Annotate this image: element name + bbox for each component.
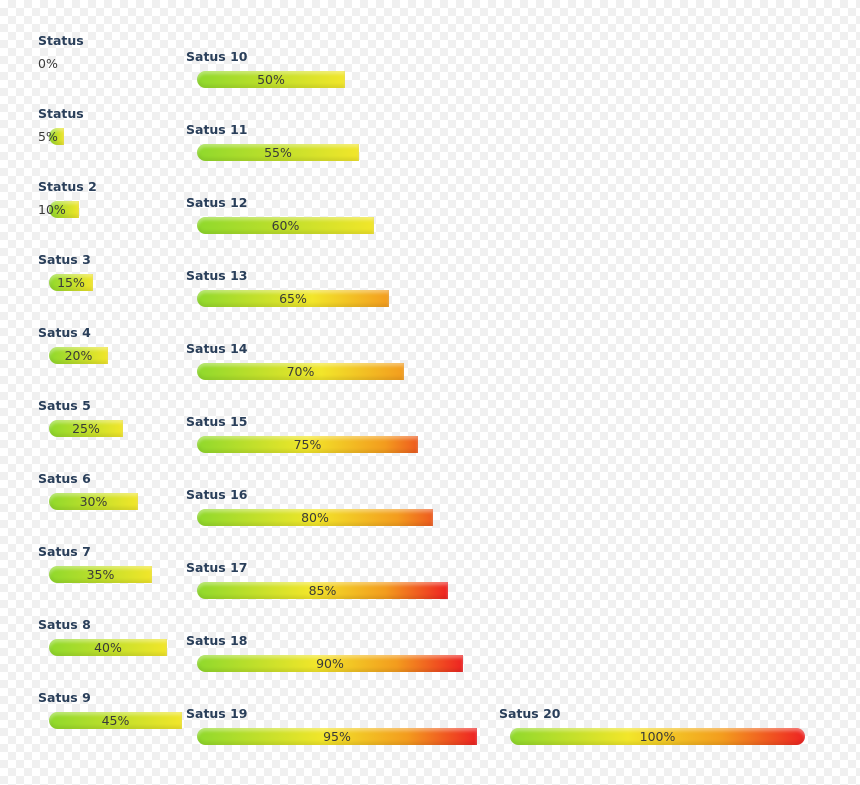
progress-bar-fill <box>197 655 463 672</box>
status-label: Status <box>38 33 84 48</box>
progress-bar-fill <box>49 347 108 364</box>
status-label: Status <box>38 106 84 121</box>
progress-value-text: 55% <box>264 145 292 160</box>
status-label: Satus 15 <box>186 414 248 429</box>
progress-value-text: 60% <box>271 218 300 233</box>
status-label: Satus 13 <box>186 268 248 283</box>
progress-value-text: 5% <box>38 129 58 144</box>
progress-value-text: 20% <box>64 348 93 363</box>
progress-value-text: 45% <box>101 713 130 728</box>
status-label: Satus 4 <box>38 325 91 340</box>
progress-bar-fill <box>510 728 805 745</box>
status-label: Satus 11 <box>186 122 248 137</box>
progress-value-text: 80% <box>301 510 329 525</box>
progress-bar-fill <box>49 712 182 729</box>
progress-value-text: 65% <box>279 291 307 306</box>
progress-bar-fill <box>197 217 374 234</box>
progress-value-text: 40% <box>94 640 122 655</box>
progress-value-text: 50% <box>257 72 285 87</box>
progress-bar-fill <box>49 128 64 145</box>
progress-value-text: 75% <box>293 437 322 452</box>
progress-value-text: 70% <box>286 364 315 379</box>
progress-value-text: 0% <box>38 56 58 71</box>
progress-bar-fill <box>197 728 477 745</box>
progress-bar-fill <box>197 582 448 599</box>
status-label: Satus 8 <box>38 617 91 632</box>
status-label: Satus 19 <box>186 706 248 721</box>
status-label: Satus 16 <box>186 487 248 502</box>
status-label: Satus 14 <box>186 341 248 356</box>
progress-bar-fill <box>197 144 359 161</box>
progress-value-text: 85% <box>308 583 337 598</box>
progress-bar-fill <box>197 290 389 307</box>
status-label: Satus 20 <box>499 706 561 721</box>
status-label: Satus 5 <box>38 398 91 413</box>
progress-bar-fill <box>49 566 152 583</box>
progress-value-text: 90% <box>316 656 344 671</box>
progress-value-text: 100% <box>639 729 676 744</box>
progress-value-text: 25% <box>72 421 100 436</box>
status-label: Satus 9 <box>38 690 91 705</box>
progress-bar-fill <box>197 509 433 526</box>
status-label: Satus 3 <box>38 252 91 267</box>
status-label: Status 2 <box>38 179 97 194</box>
progress-bar-fill <box>49 420 123 437</box>
progress-value-text: 95% <box>323 729 351 744</box>
status-label: Satus 7 <box>38 544 91 559</box>
progress-bar-fill <box>49 639 167 656</box>
status-label: Satus 10 <box>186 49 248 64</box>
progress-bar-fill <box>197 436 418 453</box>
progress-bar-fill <box>197 71 345 88</box>
progress-bar-fill <box>49 493 138 510</box>
progress-value-text: 35% <box>86 567 115 582</box>
progress-bar-fill <box>49 201 79 218</box>
progress-value-text: 30% <box>79 494 108 509</box>
progress-value-text: 10% <box>38 202 66 217</box>
progress-bar-fill <box>49 274 93 291</box>
progress-value-text: 15% <box>57 275 85 290</box>
status-label: Satus 17 <box>186 560 248 575</box>
status-label: Satus 18 <box>186 633 248 648</box>
status-label: Satus 6 <box>38 471 91 486</box>
status-label: Satus 12 <box>186 195 248 210</box>
progress-bar-fill <box>197 363 404 380</box>
